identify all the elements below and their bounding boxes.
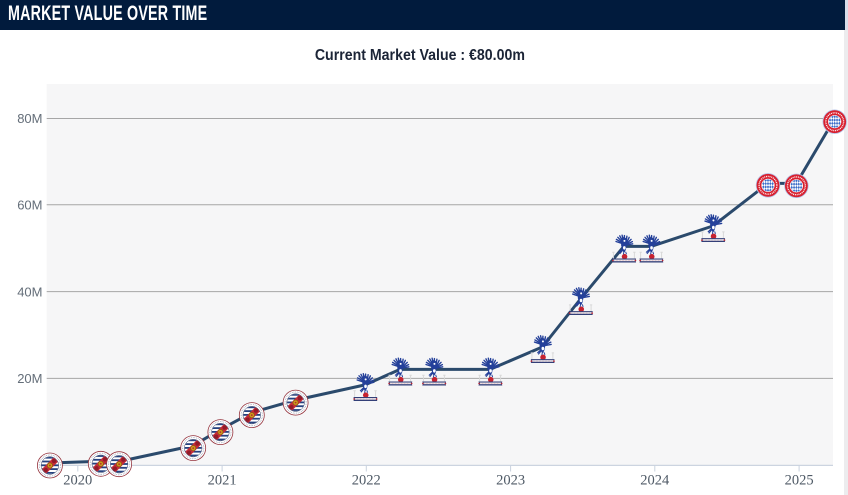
svg-text:2024: 2024 [640, 472, 670, 488]
svg-text:2020: 2020 [63, 472, 92, 488]
svg-text:60M: 60M [17, 198, 42, 213]
svg-text:80M: 80M [17, 111, 42, 126]
svg-text:2023: 2023 [496, 472, 525, 488]
svg-text:20M: 20M [17, 371, 42, 386]
svg-text:2021: 2021 [208, 472, 237, 488]
svg-text:40M: 40M [17, 284, 42, 299]
svg-text:2022: 2022 [352, 472, 381, 488]
svg-text:2025: 2025 [785, 472, 814, 488]
